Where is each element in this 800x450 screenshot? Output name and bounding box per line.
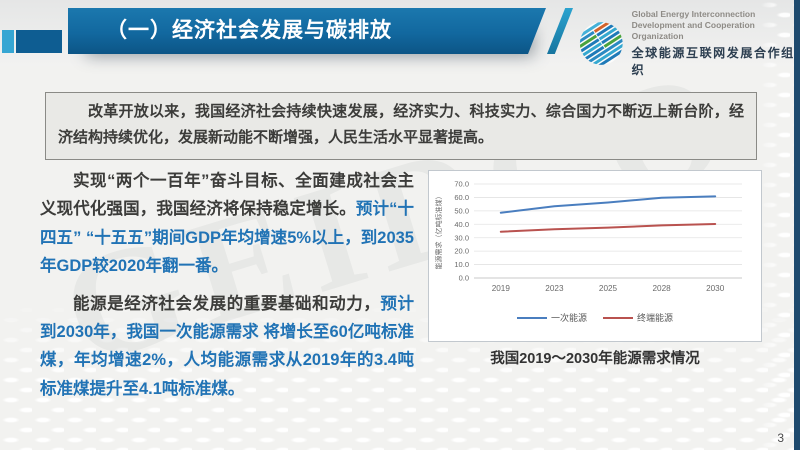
org-name-zh: 全球能源互联网发展合作组织 — [631, 46, 795, 78]
svg-text:2030: 2030 — [706, 284, 725, 293]
globe-icon — [579, 20, 624, 68]
org-logo: Global Energy Interconnection Developmen… — [579, 9, 800, 78]
svg-text:10.0: 10.0 — [454, 260, 469, 269]
svg-text:2019: 2019 — [492, 284, 511, 293]
svg-text:2028: 2028 — [652, 284, 671, 293]
org-name-en-line2: Development and Cooperation Organization — [631, 20, 755, 42]
paragraph-energy: 能源是经济社会发展的重要基础和动力，预计到2030年，我国一次能源需求 将增长至… — [40, 290, 414, 404]
svg-text:0.0: 0.0 — [459, 274, 469, 283]
legend-label: 终端能源 — [637, 313, 674, 323]
svg-text:50.0: 50.0 — [454, 206, 469, 215]
org-name-en-line1: Global Energy Interconnection — [631, 9, 756, 19]
line-chart: 0.0 10.0 20.0 30.0 40.0 50.0 60.0 70.0 能源需求（亿吨标准… — [434, 180, 742, 293]
page-title: （一）经济社会发展与碳排放 — [106, 19, 392, 42]
accent-square-teal — [2, 30, 14, 53]
svg-text:能源需求（亿吨标准煤）: 能源需求（亿吨标准煤） — [434, 193, 443, 270]
svg-text:40.0: 40.0 — [454, 220, 469, 229]
legend-marker — [603, 316, 633, 319]
paragraph-gdp-highlight: 预计“十四五” “十五五”期间GDP年均增速5%以上，到2035年GDP较202… — [40, 200, 414, 276]
chart-caption: 我国2019～2030年能源需求情况 — [490, 351, 700, 367]
svg-text:2025: 2025 — [599, 284, 618, 293]
body-text-column: 实现“两个一百年”奋斗目标、全面建成社会主义现代化强国，我国经济将保持稳定增长。… — [40, 167, 414, 412]
chart-legend: 一次能源 终端能源 — [430, 311, 760, 324]
summary-box: 改革开放以来，我国经济社会持续快速发展，经济实力、科技实力、综合国力不断迈上新台… — [45, 92, 757, 160]
svg-text:70.0: 70.0 — [454, 180, 469, 189]
paragraph-energy-highlight: 预计到2030年，我国一次能源需求 将增长至60亿吨标准煤，年均增速2%，人均能… — [40, 294, 415, 398]
svg-text:30.0: 30.0 — [454, 233, 469, 242]
background-texture-right — [758, 0, 794, 450]
slide-title-bar: （一）经济社会发展与碳排放 — [68, 8, 546, 54]
org-name-block: Global Energy Interconnection Developmen… — [632, 9, 800, 78]
paragraph-energy-plain: 能源是经济社会发展的重要基础和动力， — [73, 294, 381, 313]
legend-item: 终端能源 — [603, 311, 673, 324]
right-edge-bar — [794, 0, 800, 450]
legend-marker — [516, 316, 547, 319]
energy-demand-chart: 0.0 10.0 20.0 30.0 40.0 50.0 60.0 70.0 能源需求（亿吨标准… — [428, 170, 762, 342]
page-number: 3 — [777, 431, 784, 445]
legend-item: 一次能源 — [516, 311, 587, 324]
accent-square-navy — [16, 30, 62, 53]
svg-text:60.0: 60.0 — [454, 193, 469, 202]
svg-text:2023: 2023 — [545, 284, 564, 293]
svg-text:20.0: 20.0 — [454, 247, 469, 256]
legend-label: 一次能源 — [550, 313, 587, 323]
paragraph-gdp-plain: 实现“两个一百年”奋斗目标、全面建成社会主义现代化强国，我国经济将保持稳定增长。 — [40, 172, 414, 219]
paragraph-gdp: 实现“两个一百年”奋斗目标、全面建成社会主义现代化强国，我国经济将保持稳定增长。… — [40, 167, 414, 281]
